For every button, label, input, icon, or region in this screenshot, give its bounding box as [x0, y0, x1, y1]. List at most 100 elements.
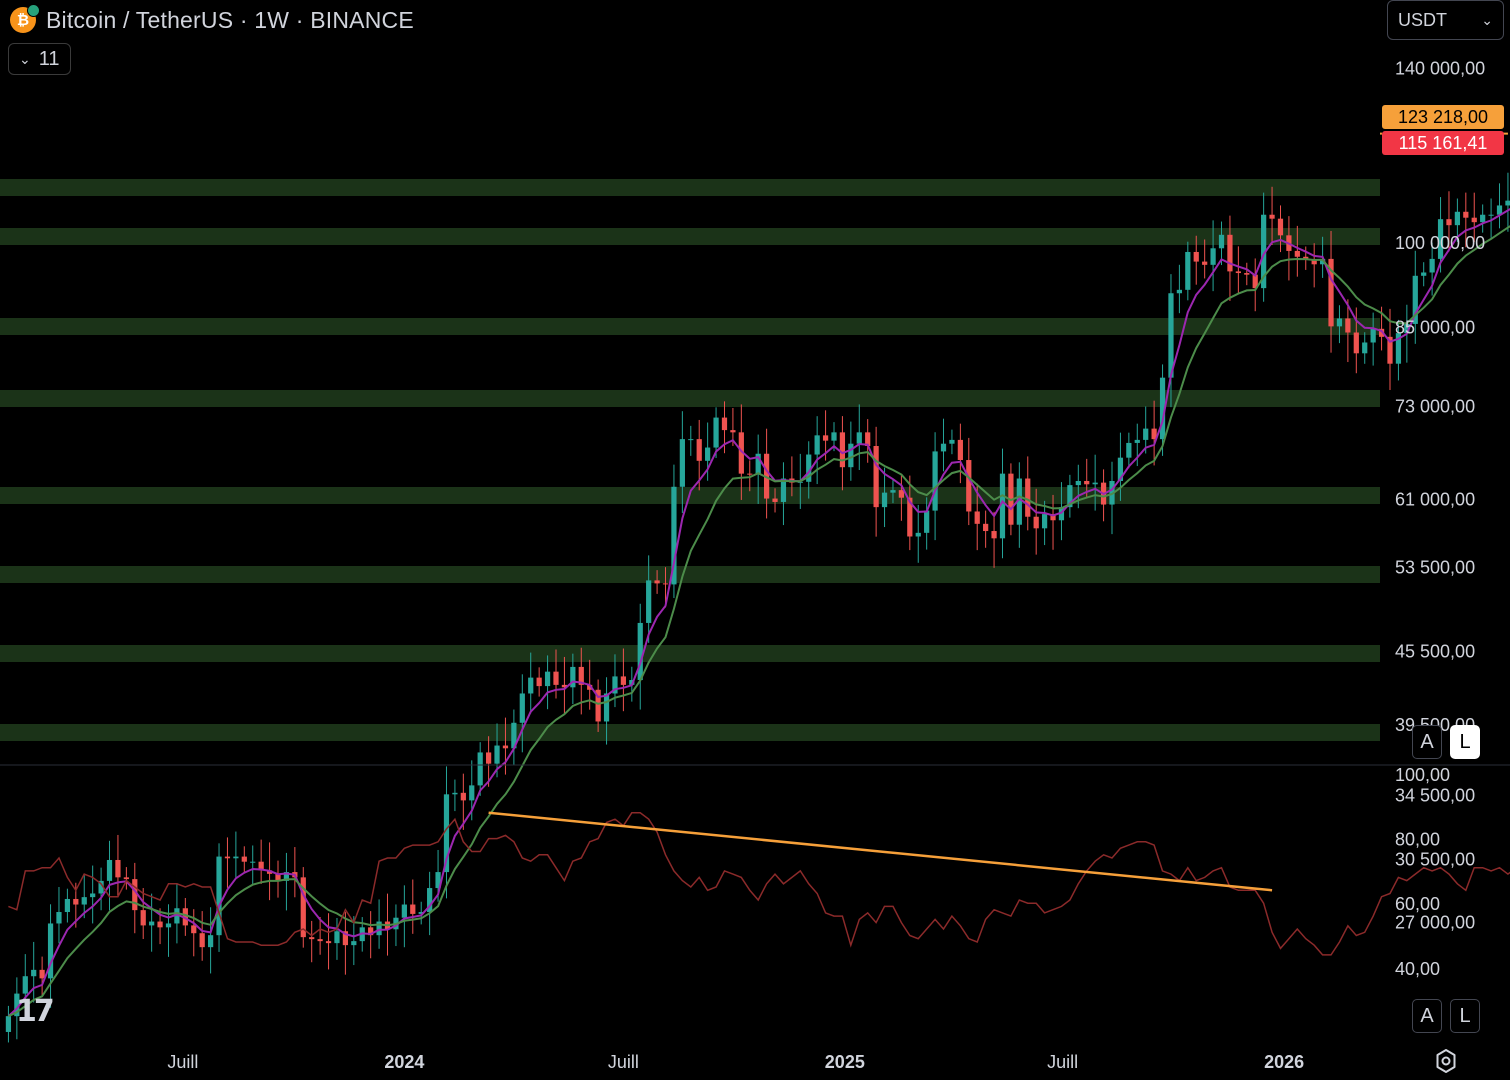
price-tick-label: 73 000,00: [1395, 396, 1475, 416]
candle-body: [300, 877, 306, 938]
candle-body: [165, 923, 172, 928]
price-tick-label: 100 000,00: [1395, 233, 1485, 253]
time-tick-label: 2026: [1264, 1052, 1304, 1072]
candle-body: [1421, 272, 1427, 276]
log-scale-button[interactable]: L: [1450, 725, 1480, 759]
candle-body: [502, 745, 509, 749]
candle-body: [266, 870, 273, 874]
candle-body: [1319, 258, 1326, 265]
candle-body: [511, 722, 517, 749]
candle-body: [924, 510, 930, 533]
candle-body: [738, 432, 744, 474]
price-tick-label: 85 000,00: [1395, 317, 1475, 337]
indicators-toggle-button[interactable]: ⌄ 11: [8, 43, 71, 75]
candle-body: [98, 880, 104, 894]
candle-body: [999, 473, 1006, 539]
candle-body: [469, 785, 475, 801]
candle-body: [56, 912, 62, 924]
candle-body: [612, 676, 618, 694]
candle-body: [199, 933, 205, 948]
candle-body: [1378, 328, 1385, 337]
moving-averages: [7, 208, 1510, 1018]
candle-body: [233, 856, 239, 859]
candle-body: [603, 693, 610, 722]
price-tick-label: 30 500,00: [1395, 849, 1475, 869]
candle-body: [1159, 377, 1166, 440]
candle-body: [772, 498, 778, 502]
candle-body: [1446, 219, 1452, 226]
rsi-tick-label: 60,00: [1395, 894, 1440, 914]
candle-body: [1202, 261, 1208, 265]
candle-body: [401, 904, 407, 918]
candle-body: [81, 897, 87, 905]
candle-body: [485, 752, 492, 764]
candle-body: [1235, 271, 1241, 274]
candle-body: [1429, 258, 1435, 273]
candle-body: [452, 792, 458, 795]
candle-body: [1395, 333, 1402, 364]
time-tick-label: Juill: [1047, 1052, 1078, 1072]
candle-body: [1412, 275, 1418, 324]
candle-body: [991, 531, 997, 539]
symbol-header[interactable]: ₿ Bitcoin / TetherUS · 1W · BINANCE: [10, 4, 414, 36]
candle-body: [881, 492, 888, 508]
rsi-line: [8, 812, 1510, 956]
currency-select[interactable]: USDT ⌄: [1387, 0, 1504, 40]
candle-body: [907, 497, 913, 537]
candle-body: [1092, 482, 1098, 485]
candle-body: [106, 859, 113, 881]
candle-body: [890, 490, 896, 493]
candle-body: [949, 439, 955, 444]
price-axis[interactable]: 140 000,00 100 000,00 85 000,00 73 000,00 61…: [1395, 58, 1485, 932]
candle-body: [418, 912, 424, 914]
settings-gear-icon[interactable]: [1433, 1048, 1459, 1074]
chevron-down-icon: ⌄: [19, 50, 31, 67]
candle-body: [544, 671, 551, 687]
candle-body: [713, 417, 719, 448]
auto-scale-button[interactable]: A: [1412, 725, 1442, 759]
candle-body: [873, 446, 879, 508]
candle-body: [123, 877, 129, 880]
candle-body: [966, 460, 972, 512]
candle-body: [1471, 217, 1477, 223]
symbol-title[interactable]: Bitcoin / TetherUS · 1W · BINANCE: [46, 6, 414, 33]
price-tick-label: 53 500,00: [1395, 558, 1475, 578]
candle-body: [157, 921, 163, 928]
ma-fast-line: [7, 208, 1510, 1017]
candle-body: [427, 888, 433, 913]
candle-body: [494, 745, 500, 764]
ma-slow-line: [7, 225, 1510, 1018]
candle-body: [1134, 439, 1140, 443]
rsi-auto-scale-button[interactable]: A: [1412, 999, 1442, 1033]
candle-body: [974, 511, 980, 524]
candle-body: [940, 443, 947, 452]
candle-body: [216, 856, 222, 936]
candle-body: [637, 622, 643, 681]
time-axis[interactable]: Juill 2024 Juill 2025 Juill 2026: [167, 1052, 1304, 1072]
rsi-log-scale-button[interactable]: L: [1450, 999, 1480, 1033]
candle-body: [1370, 328, 1376, 343]
candle-body: [1117, 457, 1124, 481]
price-tick-label: 34 500,00: [1395, 785, 1475, 805]
candle-body: [1277, 218, 1284, 236]
candle-body: [1345, 318, 1351, 333]
zone-band-3: [0, 390, 1380, 407]
candle-body: [1387, 336, 1393, 364]
candle-body: [224, 856, 231, 859]
price-tick-label: 61 000,00: [1395, 490, 1475, 510]
candle-body: [207, 935, 214, 948]
price-tick-label: 140 000,00: [1395, 58, 1485, 78]
time-tick-label: 2024: [384, 1052, 424, 1072]
candle-body: [1168, 293, 1174, 378]
rsi-axis[interactable]: 100,00 80,00 60,00 40,00: [1395, 765, 1450, 979]
candle-body: [39, 969, 45, 979]
candle-body: [553, 671, 559, 685]
candle-body: [1210, 248, 1216, 265]
candle-body: [47, 923, 54, 979]
candle-body: [191, 925, 197, 934]
candle-body: [1496, 205, 1503, 215]
time-tick-label: Juill: [167, 1052, 198, 1072]
tradingview-logo-icon[interactable]: 17: [16, 994, 55, 1029]
time-tick-label: Juill: [608, 1052, 639, 1072]
